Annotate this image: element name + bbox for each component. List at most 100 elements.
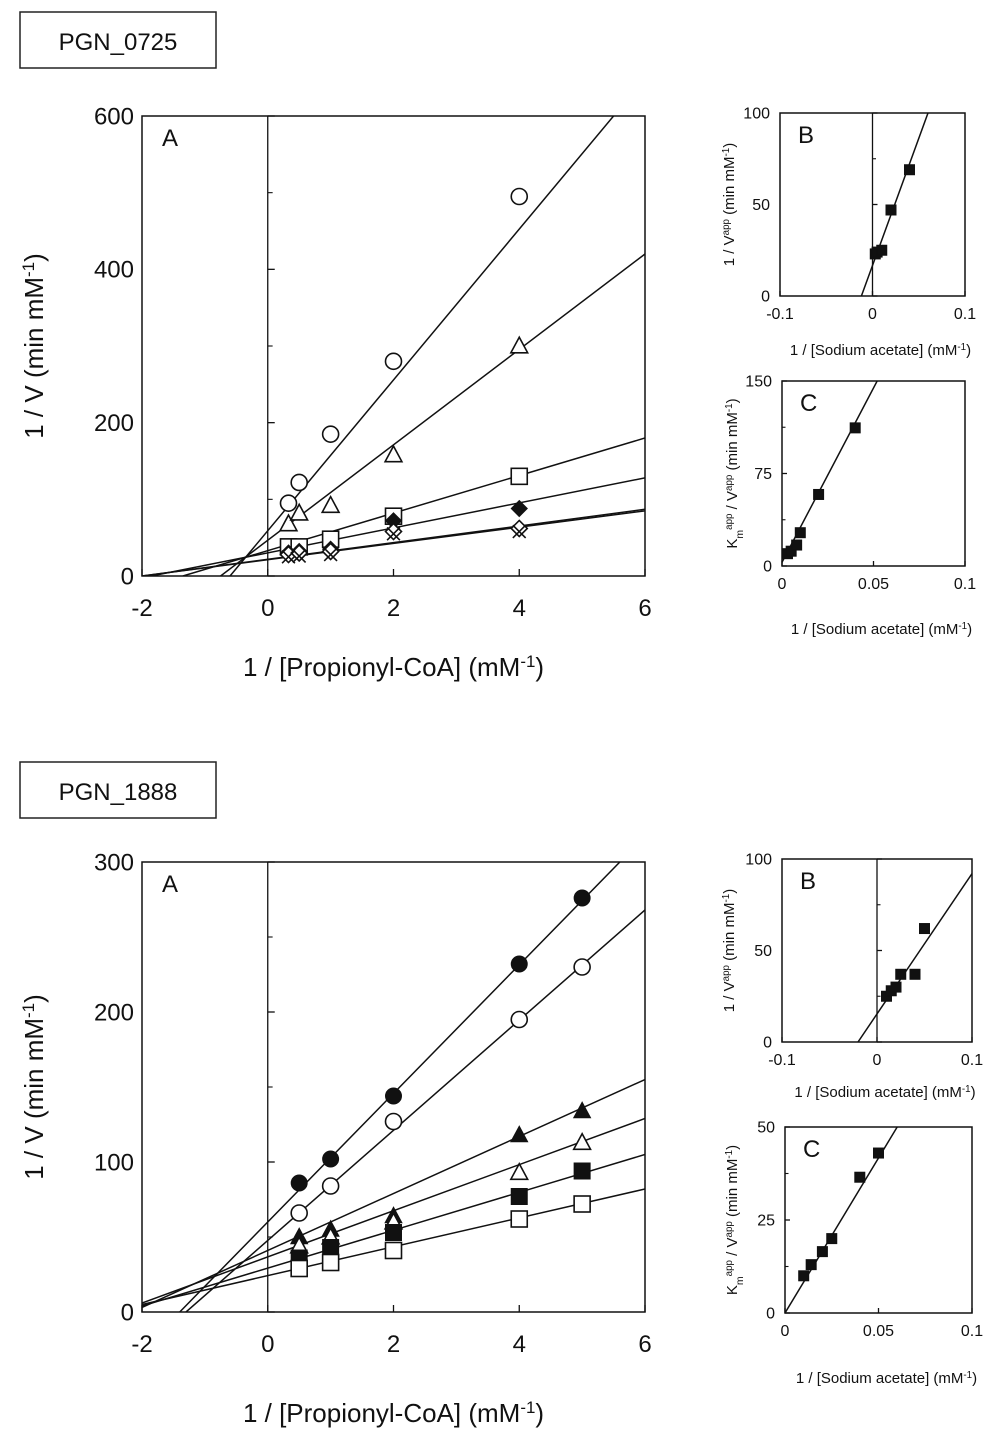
label-part: ) <box>724 398 741 403</box>
label-part: ) <box>535 652 544 682</box>
y-tick-label: 0 <box>121 563 134 590</box>
data-point-circle-open <box>279 494 298 512</box>
panel-1-label: PGN_0725 <box>59 29 178 56</box>
data-point-square-filled <box>794 527 806 539</box>
data-point-circle-open <box>573 958 591 976</box>
label-part: app <box>724 474 735 491</box>
label-part: 1 / [Sodium acetate] (mM <box>794 1084 962 1101</box>
label-part: m <box>734 1276 746 1285</box>
label-part: (min mM <box>724 412 741 475</box>
label-part: ) <box>19 253 49 262</box>
label-part: -1 <box>962 1084 971 1095</box>
panel-2-label: PGN_1888 <box>59 779 178 806</box>
x-axis-label: 1 / [Sodium acetate] (mM-1) <box>790 342 971 360</box>
y-tick-label: 25 <box>757 1213 775 1230</box>
label-part: ) <box>721 143 738 148</box>
series-points-circle-filled <box>290 889 591 1192</box>
data-point-cross <box>386 526 401 541</box>
x-tick-label: 0.1 <box>961 1323 983 1340</box>
y-tick-label: 200 <box>94 410 134 437</box>
plot-area <box>860 113 929 296</box>
panel-letter: A <box>162 871 178 898</box>
data-point-circle-filled <box>290 1174 308 1192</box>
cross-stroke <box>292 549 307 564</box>
data-point-circle-filled <box>385 1087 402 1105</box>
x-tick-label: 6 <box>638 1331 651 1358</box>
x-tick-label: 0 <box>261 595 274 622</box>
series-points-square-filled <box>869 164 915 260</box>
data-point-square-filled <box>876 244 888 256</box>
series-triangle-filled <box>142 1078 645 1309</box>
y-axis-label: 1 / V (min mM-1) <box>18 253 49 439</box>
label-part: -1 <box>520 1398 535 1417</box>
y-tick-label: 0 <box>766 1306 775 1323</box>
label-part: -1 <box>721 894 732 903</box>
label-part: ) <box>971 1084 976 1101</box>
series-points-circle-open <box>290 958 591 1222</box>
y-axis-label: Kmapp / Vapp (min mM-1) <box>724 1145 747 1295</box>
y-tick-label: 100 <box>743 106 770 123</box>
panel-2-label-box: PGN_1888 <box>19 761 217 819</box>
label-part: (min mM <box>721 903 738 966</box>
series-square-filled <box>857 873 972 1042</box>
data-point-circle-filled <box>322 1150 340 1168</box>
fit-line <box>151 477 645 576</box>
data-point-triangle-open <box>383 444 404 463</box>
y-tick-label: 0 <box>761 289 770 306</box>
y-tick-label: 75 <box>754 466 772 483</box>
x-tick-label: 0.1 <box>961 1052 983 1069</box>
label-part: m <box>734 530 746 539</box>
data-point-triangle-open <box>509 1162 529 1181</box>
data-point-square-filled <box>826 1233 838 1245</box>
label-part: app <box>724 513 735 530</box>
data-point-circle-open <box>384 352 403 371</box>
chart-pgn1888-a: -2 0 2 4 6 0 100 200 300 A 1 / [Propionyl-CoA] (mM… <box>18 849 651 1428</box>
label-part: -1 <box>724 403 735 412</box>
y-tick-label: 100 <box>94 1149 134 1176</box>
label-part: ) <box>972 1370 977 1387</box>
data-point-circle-open <box>384 1112 403 1131</box>
data-point-square-filled <box>904 164 915 176</box>
data-point-triangle-filled <box>510 1125 529 1143</box>
label-part: 1 / [Sodium acetate] (mM <box>791 621 959 638</box>
x-tick-label: 0.05 <box>863 1323 894 1340</box>
y-tick-label: 300 <box>94 849 134 876</box>
cross-stroke <box>281 549 296 564</box>
data-point-square-filled <box>854 1171 866 1183</box>
y-tick-label: 100 <box>745 852 772 869</box>
x-tick-label: 0.1 <box>954 306 976 323</box>
label-part: ) <box>19 994 49 1003</box>
panel-letter: B <box>800 868 816 895</box>
data-point-diamond-open <box>384 522 403 541</box>
fit-line <box>185 909 645 1312</box>
data-point-square-filled <box>816 1246 828 1258</box>
label-part: K <box>724 539 741 549</box>
data-point-cross <box>323 547 338 562</box>
fit-line <box>142 510 645 576</box>
x-tick-label: 2 <box>387 1331 400 1358</box>
y-axis-label: Kmapp / Vapp (min mM-1) <box>724 398 747 548</box>
data-point-circle-open <box>321 1177 340 1195</box>
data-point-triangle-open <box>320 494 341 514</box>
fit-line <box>182 437 645 576</box>
fit-line <box>857 873 972 1042</box>
label-part: -1 <box>721 148 732 157</box>
label-part: -1 <box>963 1370 972 1381</box>
plot-area <box>785 1127 898 1313</box>
data-point-circle-filled <box>573 889 591 907</box>
x-tick-label: 0 <box>778 576 787 593</box>
data-point-square-filled <box>805 1259 817 1271</box>
data-point-cross <box>292 549 307 564</box>
series-points-square-filled <box>881 923 930 1002</box>
label-part: -1 <box>724 1150 735 1159</box>
data-point-square-open <box>510 1210 529 1228</box>
label-part: ) <box>535 1398 544 1428</box>
series-cross <box>142 510 645 576</box>
cross-stroke <box>386 526 401 541</box>
data-point-square-filled <box>791 539 803 551</box>
plot-area <box>782 381 878 563</box>
